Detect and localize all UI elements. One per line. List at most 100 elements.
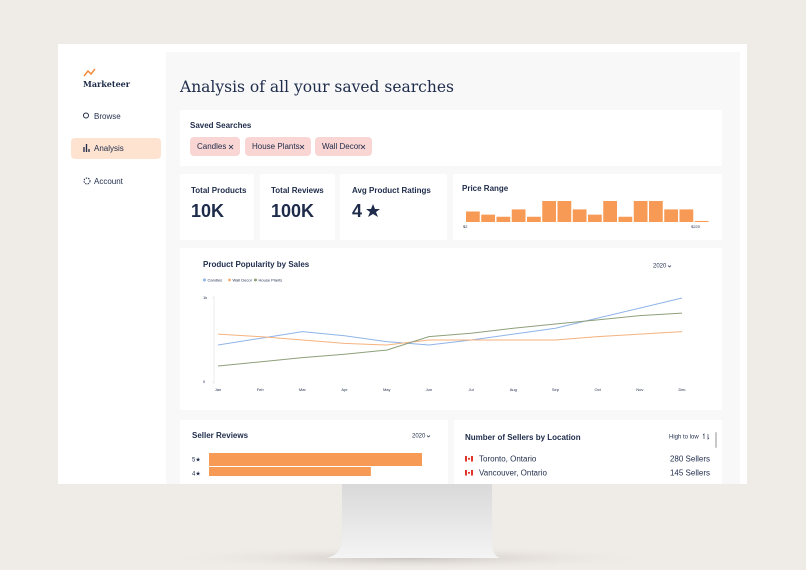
range-min: $2 <box>463 224 468 229</box>
page-title: Analysis of all your saved searches <box>179 78 454 96</box>
series-line <box>217 312 683 367</box>
series-line <box>217 297 683 346</box>
series-line <box>217 331 683 346</box>
stat-value: 4 <box>352 201 362 221</box>
histogram-bar <box>572 209 587 222</box>
histogram-bar <box>481 214 495 222</box>
location: Toronto, Ontario <box>479 455 537 464</box>
card-title: Seller Reviews <box>192 431 249 440</box>
histogram-bar <box>679 209 694 222</box>
histogram-bar <box>588 214 602 222</box>
sort-icon <box>702 433 710 440</box>
card <box>180 174 254 240</box>
app: Marketeer Browse Analysis Account Analys… <box>71 52 740 484</box>
card-title: Saved Searches <box>190 121 252 130</box>
x-tick-label: Jan <box>215 387 221 392</box>
card <box>260 174 335 240</box>
logo-icon <box>83 68 96 77</box>
stat-value: 100K <box>271 201 314 221</box>
histogram-bar <box>603 201 617 222</box>
chip[interactable] <box>245 137 311 156</box>
star-icon <box>366 204 380 217</box>
x-tick-label: Apr <box>341 387 348 392</box>
histogram-bar <box>649 201 663 222</box>
seller-count: 280 Sellers <box>670 455 710 464</box>
flag-band <box>471 456 473 462</box>
x-tick-label: Oct <box>595 387 602 392</box>
review-bar <box>209 453 422 466</box>
histogram-bar <box>466 211 480 222</box>
histogram-bar <box>694 220 709 222</box>
card-title: Number of Sellers by Location <box>465 433 581 442</box>
nav-item[interactable]: Browse <box>94 112 121 121</box>
card <box>340 174 447 240</box>
sort-select[interactable]: High to low <box>669 435 699 441</box>
histogram-bar <box>496 216 511 222</box>
x-tick-label: Nov <box>636 387 643 392</box>
stat-label: Total Products <box>191 186 247 195</box>
legend-label: Wall Decor <box>233 277 253 282</box>
histogram-bar <box>527 216 541 222</box>
legend-swatch <box>203 278 206 282</box>
legend-label: Candles <box>208 277 223 282</box>
analysis-icon <box>83 144 90 152</box>
chip[interactable] <box>315 137 372 156</box>
card-title: Price Range <box>462 184 509 193</box>
x-tick-label: Mar <box>299 387 307 392</box>
histogram-bar <box>618 216 633 222</box>
chip-label: House Plants <box>252 142 300 151</box>
x-tick-label: Feb <box>257 387 265 392</box>
y-tick-label: 0 <box>203 379 206 384</box>
chevron <box>426 435 431 438</box>
year-select[interactable]: 2020 <box>653 264 667 270</box>
x-tick-label: Jul <box>469 387 474 392</box>
legend-label: House Plants <box>259 277 283 282</box>
location: Vancouver, Ontario <box>479 469 547 478</box>
nav-item[interactable]: Account <box>94 177 124 186</box>
chip-remove[interactable] <box>360 144 366 150</box>
stat-label: Avg Product Ratings <box>352 186 431 195</box>
chevron <box>667 265 672 268</box>
nav-item[interactable]: Analysis <box>94 144 124 153</box>
flag-band <box>471 470 473 476</box>
flag-band <box>465 470 467 476</box>
legend-swatch <box>228 278 231 282</box>
range-max: $220 <box>691 224 701 229</box>
flag-leaf <box>467 471 471 474</box>
x-tick-label: Dec <box>678 387 685 392</box>
year-select[interactable]: 2020 <box>412 434 426 440</box>
flag-band <box>465 456 467 462</box>
seller-count: 145 Sellers <box>670 469 710 478</box>
histogram-bar <box>542 201 556 222</box>
card <box>180 248 722 410</box>
chip-label: Candles <box>197 142 226 151</box>
account-icon <box>83 177 91 185</box>
stand <box>326 484 500 558</box>
chip-label: Wall Decor <box>322 142 361 151</box>
card <box>454 420 722 484</box>
flag-leaf <box>467 457 471 460</box>
scrollbar <box>715 432 717 448</box>
chip[interactable] <box>190 137 240 156</box>
chip-remove[interactable] <box>299 144 305 150</box>
card <box>453 174 722 240</box>
stat-label: Total Reviews <box>271 186 324 195</box>
histogram-bar <box>633 201 648 222</box>
histogram-bar <box>557 201 572 222</box>
x-tick-label: Jun <box>426 387 432 392</box>
stat-value: 10K <box>191 201 224 221</box>
histogram-bar <box>664 209 678 222</box>
brand: Marketeer <box>83 79 131 89</box>
browse-icon <box>83 112 89 119</box>
x-tick-label: May <box>383 387 391 392</box>
chip-remove[interactable] <box>228 144 234 150</box>
nav-active-bg <box>71 138 161 159</box>
review-label: 4★ <box>192 471 201 478</box>
histogram-bar <box>511 209 526 222</box>
x-tick-label: Sep <box>552 387 560 392</box>
review-bar <box>209 467 371 476</box>
x-tick-label: Aug <box>510 387 517 392</box>
chart-title: Product Popularity by Sales <box>203 260 310 269</box>
review-label: 5★ <box>192 457 201 464</box>
